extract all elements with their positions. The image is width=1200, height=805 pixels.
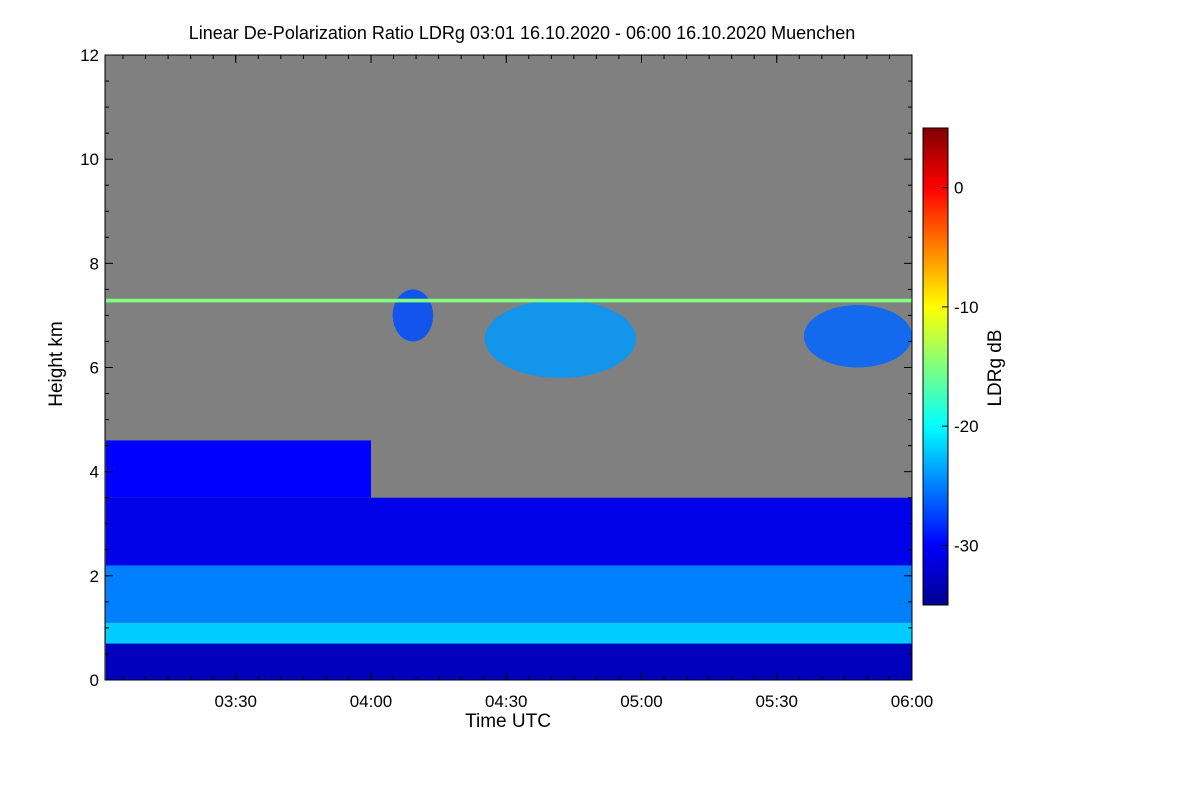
data-layer-4 bbox=[105, 440, 371, 498]
colorbar-label: LDRg dB bbox=[985, 329, 1006, 406]
y-tick-label-1: 2 bbox=[90, 567, 99, 586]
x-tick-label-1: 04:00 bbox=[350, 692, 393, 711]
y-tick-label-5: 10 bbox=[80, 150, 99, 169]
colorbar-ticks: 0 -10 -20 -30 bbox=[942, 179, 979, 555]
data-layer-8 bbox=[105, 298, 912, 303]
x-tick-label-0: 03:30 bbox=[214, 692, 257, 711]
data-layer-0 bbox=[105, 643, 912, 680]
y-axis: 0 2 4 6 8 10 12 bbox=[80, 46, 912, 690]
y-tick-label-6: 12 bbox=[80, 46, 99, 65]
x-axis: 03:30 04:00 04:30 05:00 05:30 06:00 bbox=[122, 55, 934, 711]
colorbar-tick-label-1: -10 bbox=[954, 298, 979, 317]
x-tick-label-3: 05:00 bbox=[620, 692, 663, 711]
colorbar bbox=[922, 127, 949, 606]
x-tick-label-5: 06:00 bbox=[891, 692, 934, 711]
y-tick-label-3: 6 bbox=[90, 359, 99, 378]
y-tick-label-0: 0 bbox=[90, 671, 99, 690]
y-axis-label: Height km bbox=[46, 321, 67, 407]
y-tick-label-2: 4 bbox=[90, 463, 99, 482]
colorbar-tick-label-3: -30 bbox=[954, 536, 979, 555]
x-tick-label-2: 04:30 bbox=[485, 692, 528, 711]
x-axis-label: Time UTC bbox=[465, 711, 551, 732]
data-layers bbox=[105, 289, 912, 680]
data-layer-1 bbox=[105, 622, 912, 644]
data-layer-2 bbox=[105, 565, 912, 623]
x-tick-label-4: 05:30 bbox=[755, 692, 798, 711]
data-layer-7 bbox=[803, 305, 912, 368]
y-tick-label-4: 8 bbox=[90, 254, 99, 273]
chart-title: Linear De-Polarization Ratio LDRg 03:01 … bbox=[189, 23, 855, 43]
colorbar-tick-label-2: -20 bbox=[954, 417, 979, 436]
data-layer-6 bbox=[484, 299, 637, 378]
colorbar-tick-label-0: 0 bbox=[954, 179, 963, 198]
data-layer-3 bbox=[105, 497, 912, 566]
data-layer-5 bbox=[392, 289, 434, 342]
